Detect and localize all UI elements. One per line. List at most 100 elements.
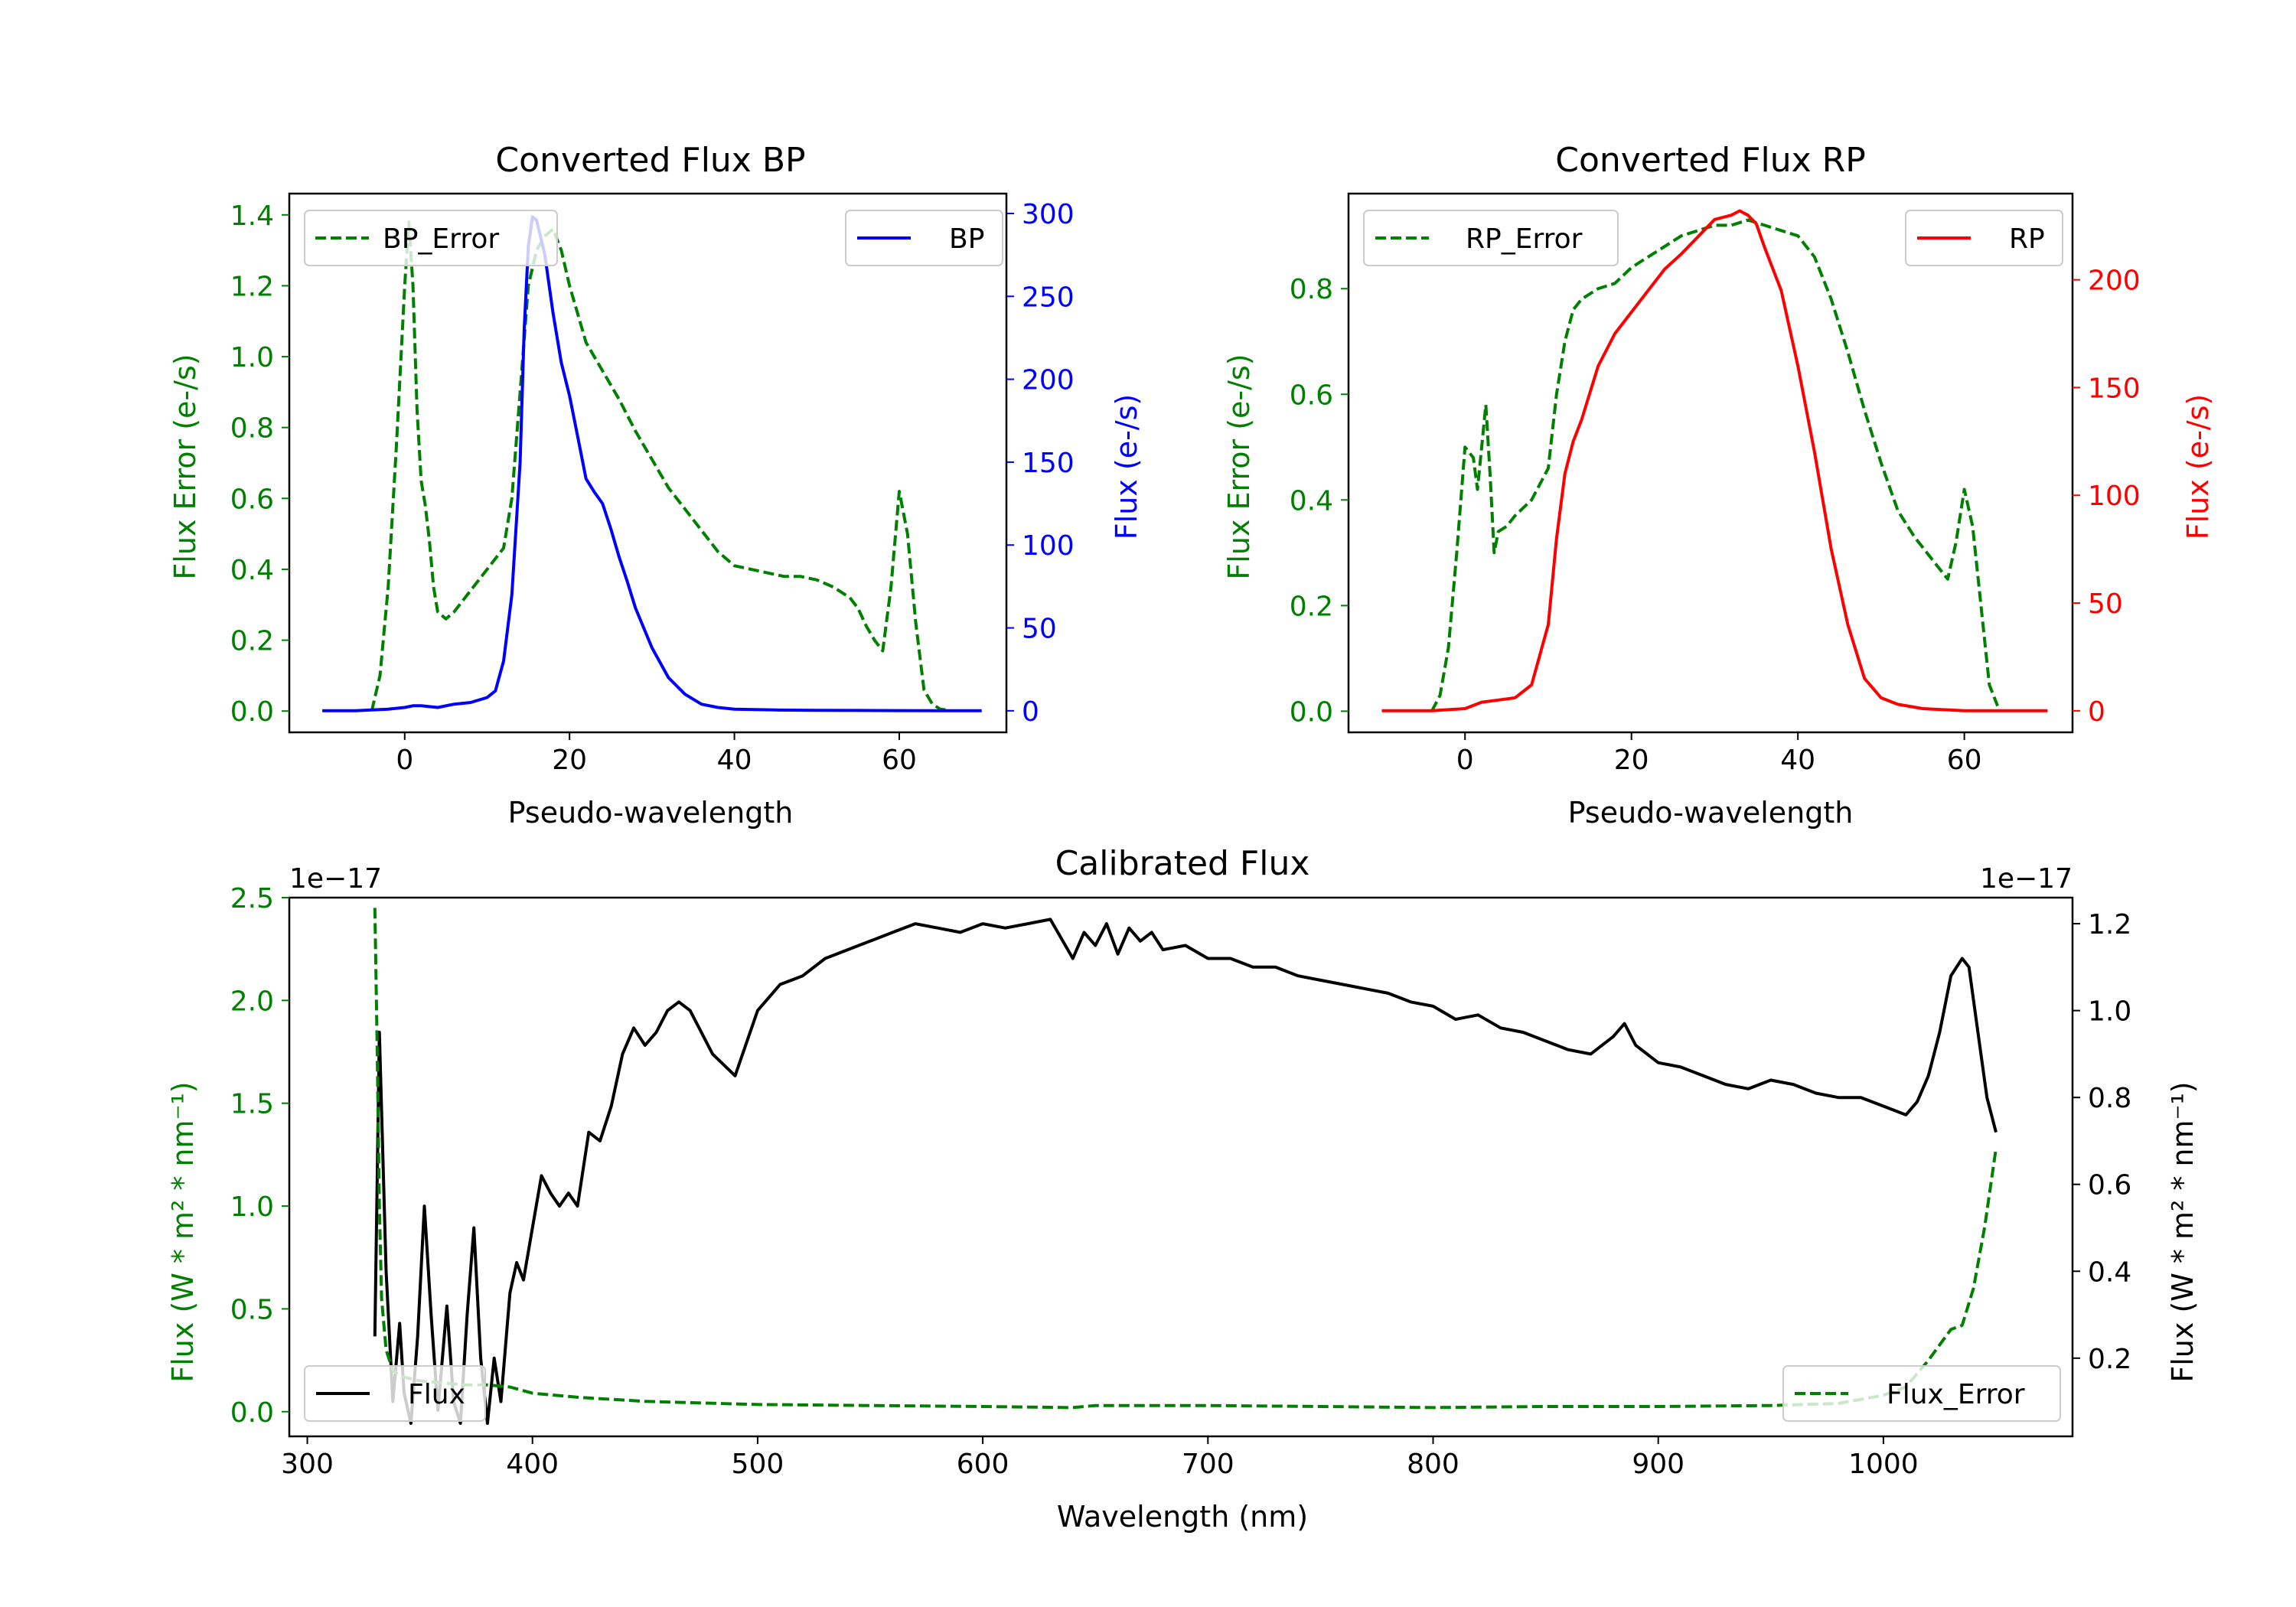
legend-label-bp-error: BP_Error [383, 223, 499, 255]
y-tick-label-right: 0 [2088, 696, 2105, 728]
y-tick-label-left: 1.2 [230, 271, 274, 302]
legend-label-rp: RP [2009, 223, 2045, 255]
x-tick-label: 900 [1632, 1449, 1684, 1480]
x-tick-label: 60 [882, 745, 917, 776]
y-tick-label-right: 150 [2088, 373, 2141, 404]
y-tick-label-right: 200 [2088, 266, 2141, 297]
series-line-rp [1381, 209, 2048, 712]
legend-frame [304, 1365, 486, 1422]
y-tick-label-right: 0 [1022, 696, 1039, 728]
y-tick-label-right: 0.8 [2088, 1083, 2131, 1114]
y-tick-label-left: 0.8 [230, 413, 274, 445]
series-group [1381, 209, 2048, 712]
y-axis-label-left: Flux Error (e-/s) [1222, 354, 1256, 579]
series-line-bp [322, 215, 982, 712]
legend-frame [304, 210, 558, 266]
axes-frame [288, 896, 2074, 1438]
legend-flux-error: Flux_Error [1782, 1365, 2061, 1422]
y-tick-label-right: 100 [2088, 481, 2141, 512]
x-tick-label: 300 [281, 1449, 334, 1480]
y-tick-label-left: 1.0 [230, 1191, 274, 1223]
panel-converted-flux-rp: Converted Flux RP Pseudo-wavelength Flux… [1222, 141, 2215, 830]
y-tick-label-left: 0.2 [230, 626, 274, 657]
y-tick-label-left: 1.5 [230, 1089, 274, 1120]
x-tick-label: 500 [732, 1449, 784, 1480]
offset-label-right: 1e−17 [1980, 863, 2073, 895]
y-axis-label-right: Flux (e-/s) [2181, 394, 2215, 539]
x-tick-label: 20 [552, 745, 587, 776]
y-tick-label-left: 2.0 [230, 986, 274, 1017]
x-tick-label: 400 [506, 1449, 559, 1480]
legend-bp: BP [845, 210, 1003, 266]
y-tick-label-left: 0.8 [1290, 274, 1333, 305]
x-tick-label: 0 [396, 745, 413, 776]
y-tick-label-left: 1.4 [230, 200, 274, 232]
y-axis-label-left: Flux (W * m² * nm⁻¹) [166, 1081, 200, 1382]
legend-label-rp-error: RP_Error [1466, 223, 1583, 255]
legend-frame [1905, 210, 2063, 266]
plot-area: 0 20 40 60 0.0 0.2 0.4 0.6 0.8 1.0 1.2 1.4 0 50 100 150… [230, 192, 1075, 776]
y-tick-label-left: 0.2 [1290, 591, 1333, 622]
y-tick-label-right: 150 [1022, 448, 1075, 479]
y-tick-label-right: 50 [1022, 614, 1057, 645]
y-tick-label-left: 0.6 [1290, 380, 1333, 411]
panel-calibrated-flux: Calibrated Flux 1e−17 1e−17 Wavelength (… [166, 844, 2200, 1534]
y-tick-label-left: 2.5 [230, 883, 274, 914]
y-tick-label-left: 0.0 [230, 696, 274, 728]
y-tick-label-right: 1.2 [2088, 909, 2131, 940]
axes-frame [288, 192, 1008, 734]
series-line-bp-error [370, 220, 949, 712]
legend-frame [1782, 1365, 2061, 1422]
y-tick-label-left: 0.6 [230, 484, 274, 515]
y-tick-label-right: 0.2 [2088, 1344, 2131, 1375]
chart-title: Converted Flux BP [495, 141, 805, 180]
y-tick-label-right: 250 [1022, 282, 1075, 313]
y-tick-label-left: 0.4 [230, 555, 274, 586]
legend-rp: RP [1905, 210, 2063, 266]
y-axis-label-right: Flux (e-/s) [1110, 394, 1143, 539]
x-tick-label: 20 [1614, 745, 1649, 776]
y-tick-label-right: 100 [1022, 530, 1075, 562]
y-tick-label-right: 50 [2088, 588, 2123, 620]
legend-label-bp: BP [949, 223, 984, 255]
x-axis-label: Pseudo-wavelength [508, 796, 794, 830]
x-axis-label: Pseudo-wavelength [1568, 796, 1854, 830]
y-tick-label-left: 0.4 [1290, 485, 1333, 517]
offset-label-left: 1e−17 [289, 863, 382, 895]
x-tick-label: 60 [1947, 745, 1982, 776]
y-axis-label-right: Flux (W * m² * nm⁻¹) [2166, 1081, 2200, 1382]
chart-title: Calibrated Flux [1055, 844, 1310, 883]
y-tick-label-left: 1.0 [230, 342, 274, 373]
y-tick-label-left: 0.0 [1290, 696, 1333, 728]
plot-area: 0 20 40 60 0.0 0.2 0.4 0.6 0.8 0 50 100 150 200 [1290, 192, 2141, 776]
x-tick-label: 600 [957, 1449, 1009, 1480]
y-tick-label-right: 300 [1022, 199, 1075, 230]
legend-frame [845, 210, 1003, 266]
series-line-flux [373, 918, 1998, 1425]
series-group [322, 215, 982, 712]
y-tick-label-right: 200 [1022, 365, 1075, 396]
y-tick-label-right: 0.6 [2088, 1170, 2131, 1201]
x-tick-label: 40 [1780, 745, 1815, 776]
y-tick-label-left: 0.0 [230, 1397, 274, 1429]
x-tick-label: 0 [1456, 745, 1474, 776]
y-tick-label-right: 0.4 [2088, 1257, 2131, 1288]
y-tick-label-left: 0.5 [230, 1294, 274, 1325]
legend-label-flux-error: Flux_Error [1887, 1379, 2025, 1410]
legend-bp-error: BP_Error [304, 210, 558, 266]
series-line-rp-error [1430, 218, 1999, 712]
panel-converted-flux-bp: Converted Flux BP Pseudo-wavelength Flux… [168, 141, 1143, 830]
legend-frame [1363, 210, 1619, 266]
legend-flux: Flux [304, 1365, 486, 1422]
x-axis-label: Wavelength (nm) [1057, 1500, 1308, 1534]
x-tick-label: 800 [1407, 1449, 1459, 1480]
chart-title: Converted Flux RP [1555, 141, 1866, 180]
axes-frame [1347, 192, 2074, 734]
legend-label-flux: Flux [408, 1379, 465, 1410]
x-tick-label: 1000 [1848, 1449, 1919, 1480]
y-axis-label-left: Flux Error (e-/s) [168, 354, 202, 579]
legend-rp-error: RP_Error [1363, 210, 1619, 266]
x-tick-label: 40 [717, 745, 752, 776]
